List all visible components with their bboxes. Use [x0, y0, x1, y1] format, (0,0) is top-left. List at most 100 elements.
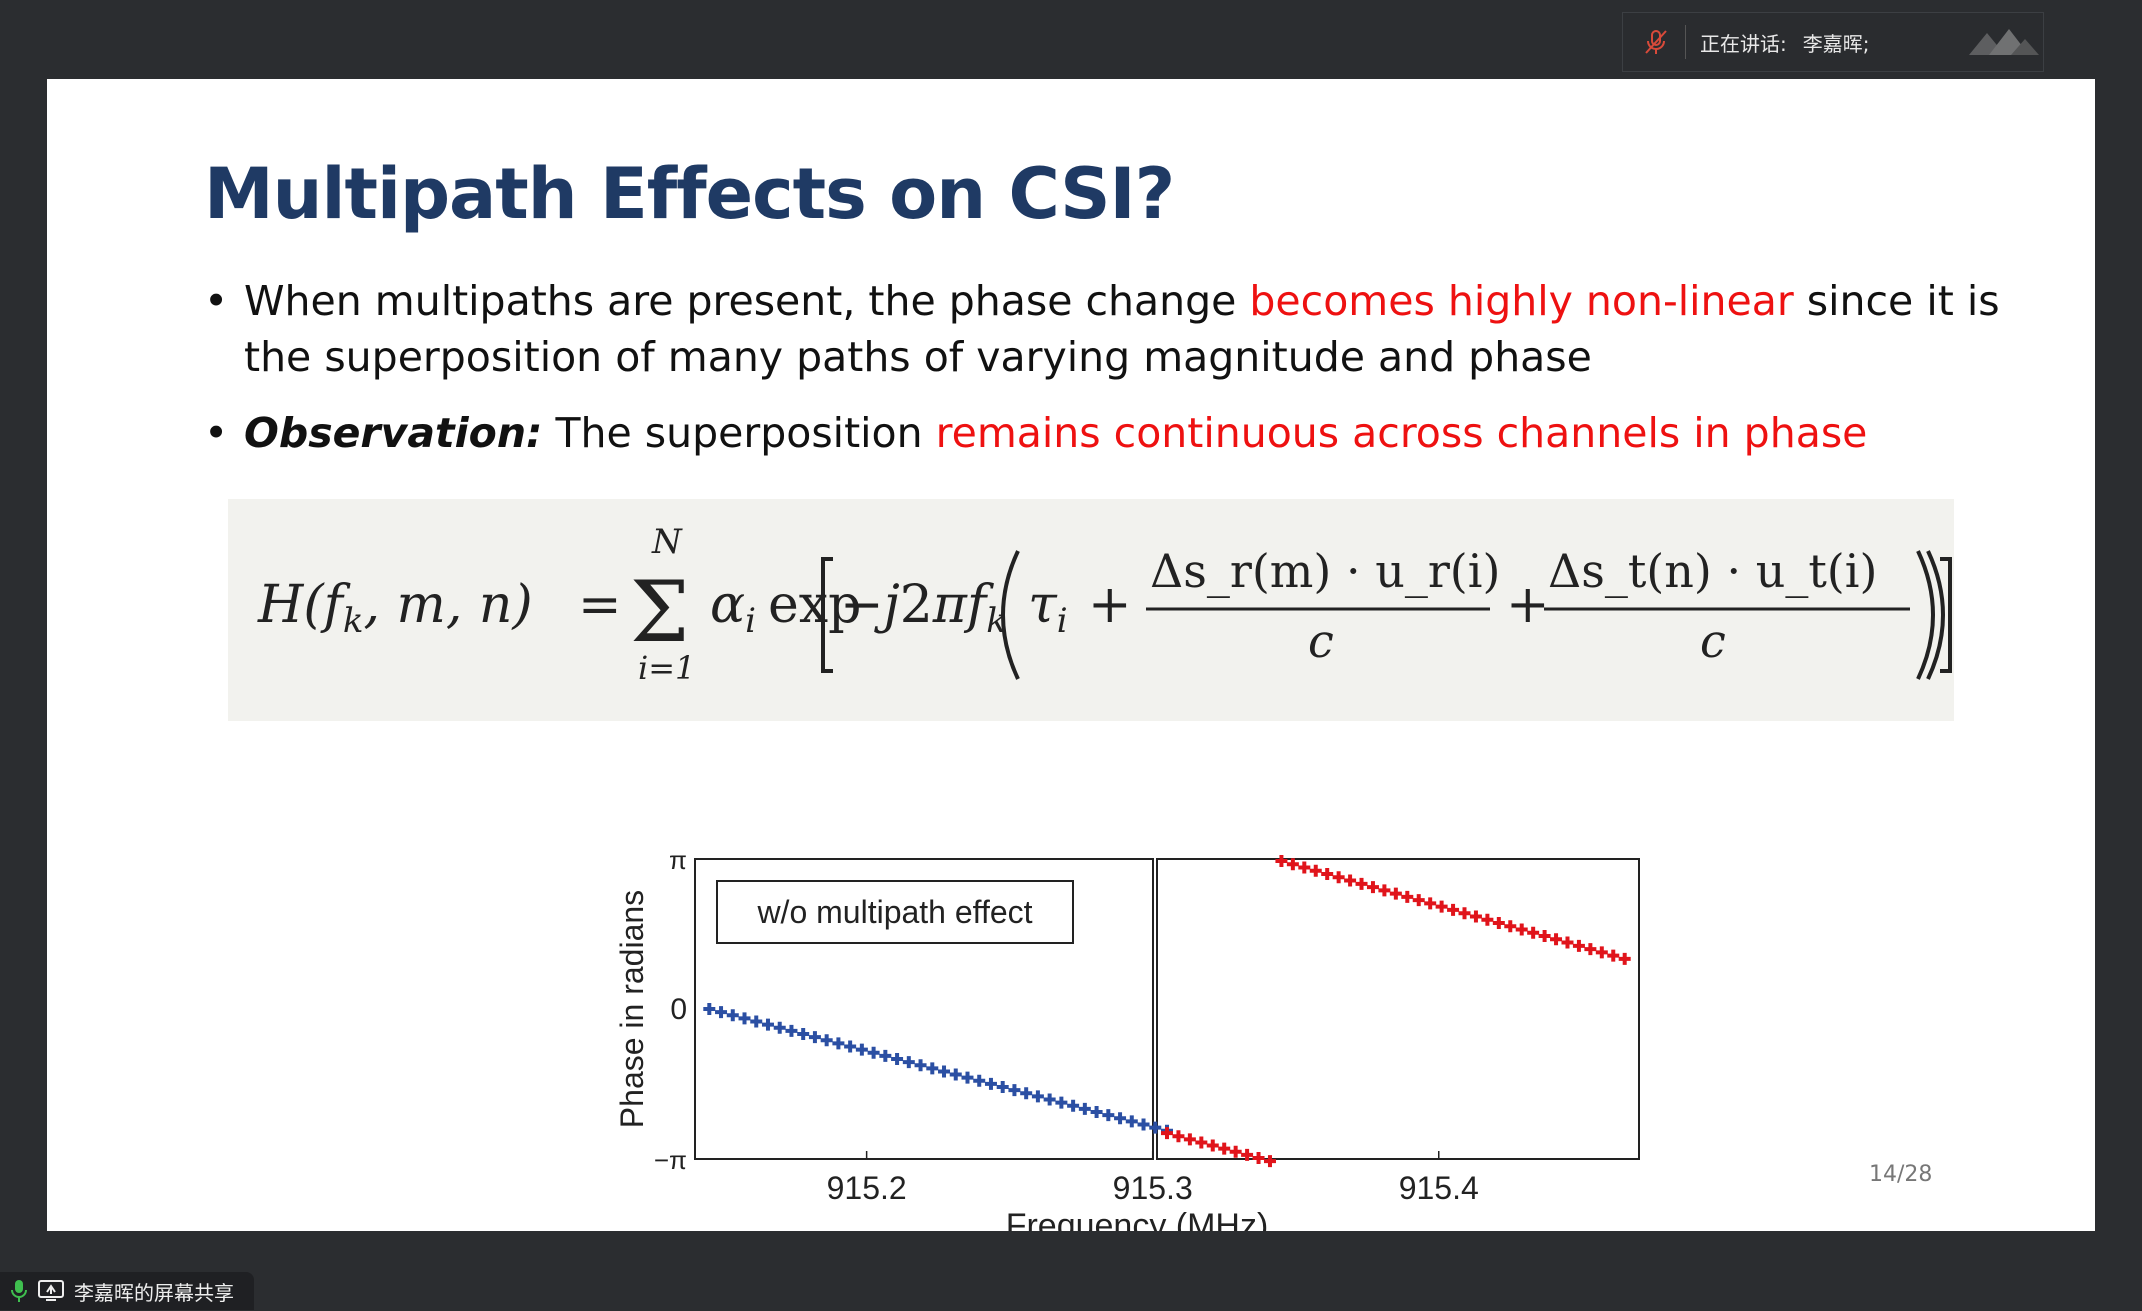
data-point — [1469, 910, 1482, 923]
formula-num2: Δs_t(n) · u_t(i) — [1548, 544, 1877, 598]
data-point — [984, 1077, 997, 1090]
active-speaker-bar: 正在讲话: 李嘉晖; — [1622, 12, 2044, 72]
screen-share-icon[interactable] — [38, 1280, 64, 1302]
y-tick-label: π — [669, 845, 687, 875]
data-point — [1550, 933, 1563, 946]
x-axis-label: Frequency (MHz) — [1006, 1207, 1269, 1231]
data-point — [1424, 897, 1437, 910]
phase-chart: 915.2 915.3 915.4 −π 0 π Frequency (MHz) Phas… — [614, 845, 1640, 1231]
data-point — [891, 1052, 904, 1065]
speaking-label: 正在讲话: — [1700, 31, 1787, 56]
data-point — [1538, 930, 1551, 943]
data-point — [1206, 1139, 1219, 1152]
data-point — [761, 1018, 774, 1031]
annotation-text: w/o multipath effect — [756, 894, 1032, 930]
data-point — [867, 1046, 880, 1059]
screen-share-label: 李嘉晖的屏幕共享 — [74, 1280, 234, 1305]
bullet-dot: • — [204, 409, 229, 457]
data-point — [1078, 1102, 1091, 1115]
formula-plus: + — [1506, 575, 1550, 635]
screen-share-indicator[interactable]: 李嘉晖的屏幕共享 — [0, 1272, 254, 1310]
data-point — [738, 1012, 751, 1025]
data-point — [1618, 952, 1631, 965]
data-point — [1125, 1115, 1138, 1128]
data-point — [1252, 1151, 1265, 1164]
data-point — [1447, 903, 1460, 916]
chart-points — [703, 854, 1631, 1168]
data-point — [1149, 1121, 1162, 1134]
data-point — [1031, 1090, 1044, 1103]
data-point — [1321, 868, 1334, 881]
formula: H(fk, m, n) = N Σ i=1 αi exp −j2πfk τi +… — [257, 522, 1952, 687]
chart-frame — [694, 858, 1640, 1160]
data-point — [914, 1059, 927, 1072]
data-point — [808, 1031, 821, 1044]
data-point — [902, 1056, 915, 1069]
data-point — [1515, 923, 1528, 936]
chart-ticks: 915.2 915.3 915.4 −π 0 π — [654, 845, 1479, 1206]
data-point — [1229, 1145, 1242, 1158]
x-tick-label: 915.4 — [1399, 1170, 1479, 1206]
formula-j2pi: −j2πfk — [840, 575, 1007, 641]
plot-panel-left — [694, 858, 1154, 1160]
formula-box: H(fk, m, n) = N Σ i=1 αi exp −j2πfk τi +… — [228, 499, 1954, 721]
formula-sum-top: N — [651, 522, 683, 562]
plot-panel-right — [1156, 858, 1640, 1160]
data-point — [726, 1009, 739, 1022]
data-point — [1355, 877, 1368, 890]
mic-icon[interactable] — [10, 1279, 28, 1303]
data-point — [1504, 920, 1517, 933]
data-point — [1435, 900, 1448, 913]
data-point — [973, 1074, 986, 1087]
data-point — [996, 1081, 1009, 1094]
x-tick-label: 915.2 — [827, 1170, 907, 1206]
data-point — [844, 1040, 857, 1053]
data-point — [1263, 1155, 1276, 1168]
data-point — [820, 1034, 833, 1047]
data-point — [1102, 1109, 1115, 1122]
data-point — [1241, 1148, 1254, 1161]
data-point — [1401, 890, 1414, 903]
data-point — [879, 1049, 892, 1062]
y-axis-label: Phase in radians — [614, 890, 650, 1128]
formula-num1: Δs_r(m) · u_r(i) — [1150, 544, 1500, 598]
slide-page-number: 14/28 — [1869, 1162, 1933, 1187]
annotation-box: w/o multipath effect — [716, 880, 1074, 944]
divider — [1685, 25, 1686, 59]
data-point — [715, 1006, 728, 1019]
data-point — [1389, 887, 1402, 900]
data-point — [1607, 949, 1620, 962]
data-point — [1275, 854, 1288, 867]
data-point — [1286, 858, 1299, 871]
data-point — [1527, 926, 1540, 939]
data-point — [1298, 861, 1311, 874]
data-point — [855, 1043, 868, 1056]
data-point — [1183, 1133, 1196, 1146]
data-point — [1492, 916, 1505, 929]
bullet-1: • When multipaths are present, the phase… — [204, 273, 2024, 385]
formula-sum-bottom: i=1 — [638, 649, 695, 687]
presentation-slide: Multipath Effects on CSI? • When multipa… — [47, 79, 2095, 1231]
speaker-name: 李嘉晖; — [1802, 31, 1870, 56]
formula-lhs: H(fk, m, n) — [257, 575, 533, 641]
data-point — [926, 1062, 939, 1075]
data-point — [1481, 913, 1494, 926]
data-point — [1412, 894, 1425, 907]
formula-denom1: c — [1308, 614, 1334, 668]
bullet-2: • Observation: The superposition remains… — [204, 405, 2024, 461]
data-point — [1309, 864, 1322, 877]
bullet-2-lead: Observation: — [244, 409, 543, 457]
data-point — [1584, 943, 1597, 956]
speaker-logo-icon — [1969, 29, 2039, 55]
formula-sum-symbol: Σ — [630, 563, 689, 661]
slide-title: Multipath Effects on CSI? — [204, 153, 1175, 235]
data-point — [961, 1071, 974, 1084]
bullet-dot: • — [204, 277, 229, 325]
formula-equals: = — [578, 575, 622, 635]
data-point — [949, 1068, 962, 1081]
data-point — [1114, 1112, 1127, 1125]
mic-muted-icon[interactable] — [1641, 27, 1671, 57]
data-point — [1378, 884, 1391, 897]
data-point — [750, 1015, 763, 1028]
data-point — [703, 1003, 716, 1015]
